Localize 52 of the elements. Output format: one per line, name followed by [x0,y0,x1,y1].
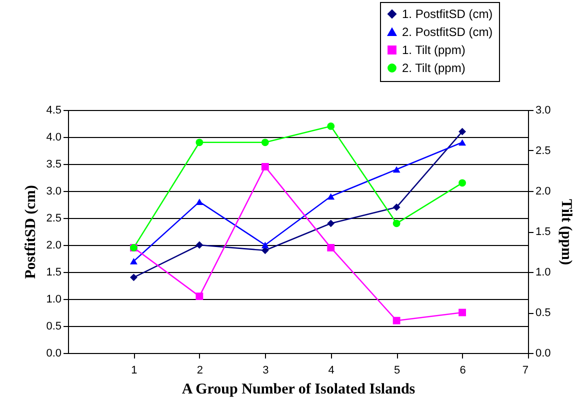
y-tick-label: 2.0 [46,240,62,252]
y2-tick-label: 0.5 [536,307,551,319]
point [196,292,204,300]
point [458,139,466,146]
y-tick-label: 0.5 [46,320,62,332]
y-axis-title: PostfitSD (cm) [23,185,40,279]
x-tick-label: 1 [131,364,138,376]
y-tick-label: 4.5 [46,104,62,116]
y2-tick-label: 1.0 [536,266,551,278]
x-tick-label: 6 [460,364,466,376]
legend-label: 1. PostfitSD (cm) [402,7,493,21]
x-axis-title: A Group Number of Isolated Islands [182,382,416,398]
y2-tick-label: 1.5 [536,226,551,238]
point [196,241,204,249]
y2-axis-title: Tilt (ppm) [558,199,574,265]
x-tick-label: 3 [262,364,269,376]
point [261,138,269,146]
point [130,258,138,264]
point [327,122,335,130]
x-tick-label: 7 [522,364,528,376]
y-tick-label: 3.0 [46,186,62,198]
y-tick-label: 2.5 [46,212,62,224]
point [392,316,400,324]
legend-label: 2. PostfitSD (cm) [402,25,493,39]
y-tick-label: 1.5 [46,266,62,278]
x-tick-label: 2 [196,364,203,376]
y2-tick-label: 0.0 [536,348,551,360]
y2-tick-label: 2.0 [536,186,551,198]
x-tick-label: 4 [328,364,334,376]
point [196,138,204,146]
point [327,244,335,252]
legend-label: 1. Tilt (ppm) [402,43,466,57]
point [130,274,138,282]
point [261,242,269,248]
y2-tick-label: 3.0 [536,104,551,116]
point [327,220,335,228]
point [392,166,400,173]
legend-label: 2. Tilt (ppm) [402,61,466,75]
y-tick-label: 0.0 [46,348,62,360]
point [261,162,269,170]
point [458,179,466,187]
point [458,128,466,136]
point [196,198,204,206]
point [458,308,466,316]
y-tick-label: 4.0 [46,132,62,144]
x-tick-label: 5 [394,364,400,376]
y-tick-label: 1.0 [46,294,62,306]
point [392,220,400,228]
point [327,193,335,200]
y2-tick-label: 2.5 [536,145,551,157]
point [392,203,400,211]
y-tick-label: 3.5 [46,158,62,170]
